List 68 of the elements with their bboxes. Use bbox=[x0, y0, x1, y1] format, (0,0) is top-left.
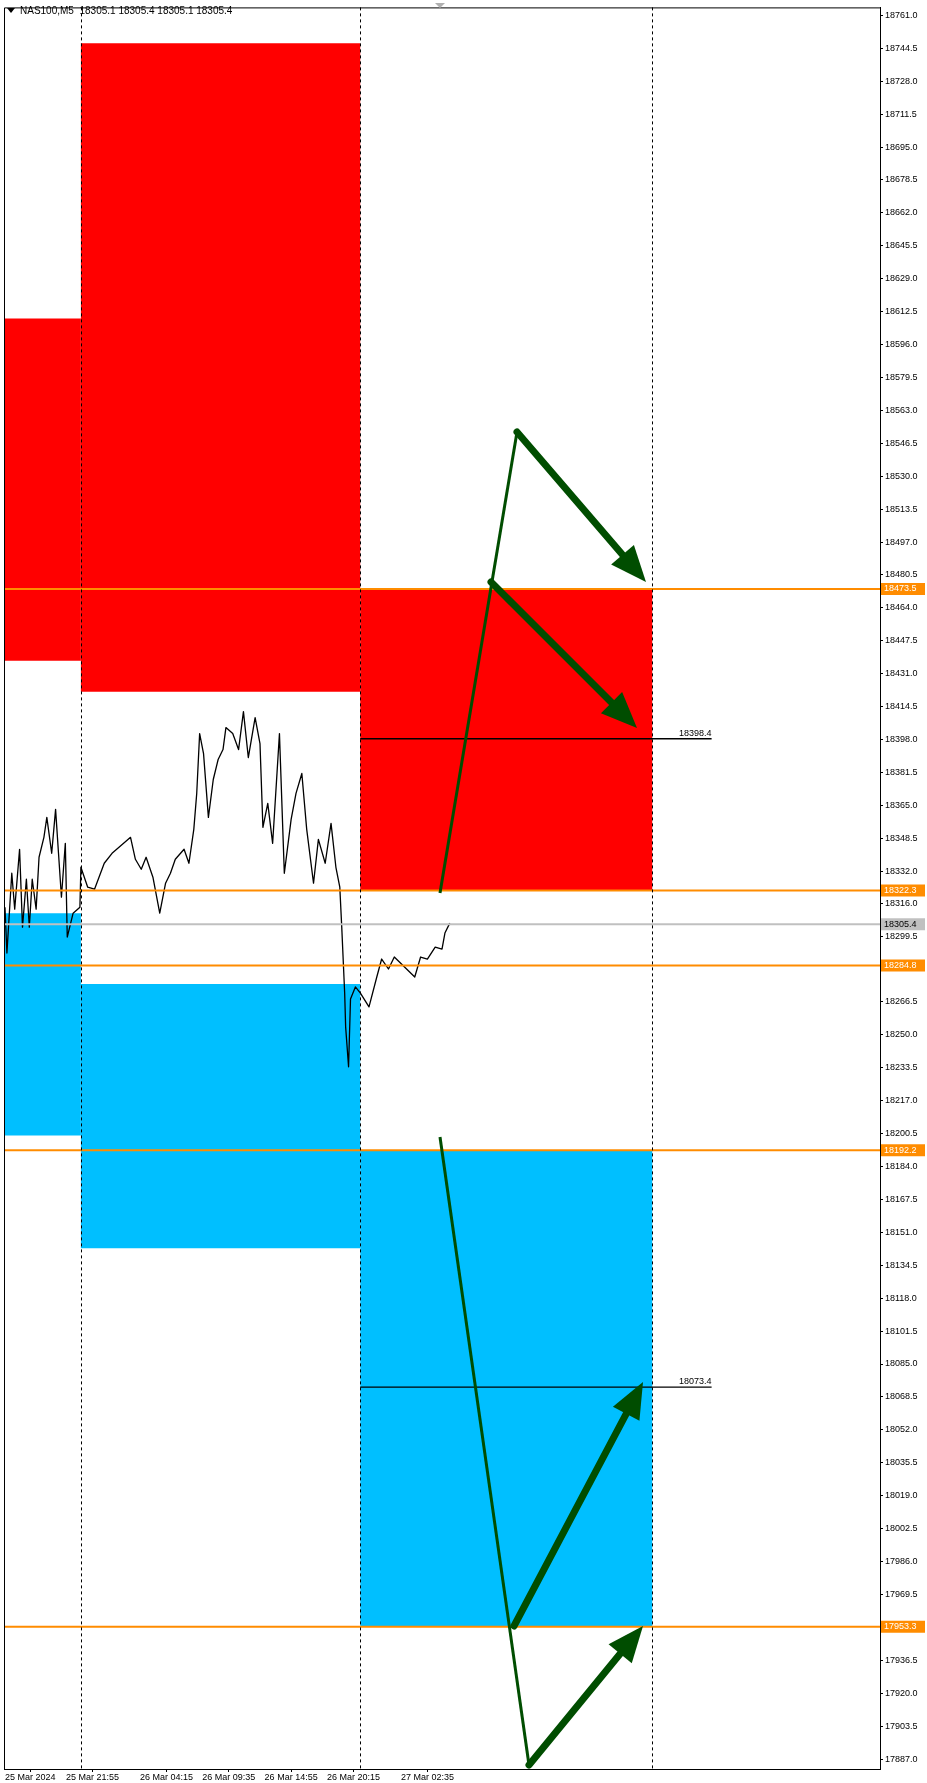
ref-line-label: 18473.5 bbox=[884, 583, 917, 594]
y-tick-label: 18431.0 bbox=[885, 668, 918, 679]
y-tick-label: 18761.0 bbox=[885, 9, 918, 20]
y-tick-label: 18167.5 bbox=[885, 1193, 918, 1204]
y-tick-label: 18563.0 bbox=[885, 404, 918, 415]
annotation: 18073.4 bbox=[679, 1376, 712, 1387]
y-tick-label: 18645.5 bbox=[885, 240, 918, 251]
y-tick-label: 18118.0 bbox=[885, 1292, 917, 1303]
y-tick-label: 18629.0 bbox=[885, 273, 918, 284]
annotation: 18398.4 bbox=[679, 727, 712, 738]
y-tick-label: 18728.0 bbox=[885, 75, 918, 86]
y-tick-label: 18332.0 bbox=[885, 865, 918, 876]
y-tick-label: 17920.0 bbox=[885, 1687, 918, 1698]
y-tick-label: 18447.5 bbox=[885, 635, 918, 646]
y-tick-label: 18480.5 bbox=[885, 569, 918, 580]
ref-line-label: 18192.2 bbox=[884, 1144, 917, 1155]
y-tick-label: 18464.0 bbox=[885, 602, 918, 613]
y-tick-label: 18151.0 bbox=[885, 1226, 918, 1237]
y-tick-label: 18414.5 bbox=[885, 701, 918, 712]
y-tick-label: 18546.5 bbox=[885, 437, 918, 448]
y-tick-label: 18266.5 bbox=[885, 996, 918, 1007]
y-tick-label: 18002.5 bbox=[885, 1523, 918, 1534]
x-tick-label: 25 Mar 2024 bbox=[5, 1771, 56, 1782]
y-tick-label: 18530.0 bbox=[885, 470, 918, 481]
y-tick-label: 17903.5 bbox=[885, 1720, 918, 1731]
y-tick-label: 18019.0 bbox=[885, 1490, 918, 1501]
y-tick-label: 18052.0 bbox=[885, 1424, 918, 1435]
x-tick-label: 26 Mar 20:15 bbox=[326, 1771, 380, 1782]
y-tick-label: 18250.0 bbox=[885, 1029, 918, 1040]
y-tick-label: 18497.0 bbox=[885, 536, 918, 547]
y-tick-label: 18711.5 bbox=[885, 108, 917, 119]
y-tick-label: 18612.5 bbox=[885, 306, 918, 317]
ref-line-label: 17953.3 bbox=[884, 1621, 917, 1632]
x-tick-label: 26 Mar 04:15 bbox=[140, 1771, 194, 1782]
y-tick-label: 18513.5 bbox=[885, 503, 918, 514]
y-tick-label: 18744.5 bbox=[885, 42, 918, 53]
x-tick-label: 25 Mar 21:55 bbox=[66, 1771, 120, 1782]
y-tick-label: 18085.0 bbox=[885, 1358, 918, 1369]
y-tick-label: 18316.0 bbox=[885, 897, 918, 908]
y-tick-label: 18579.5 bbox=[885, 371, 918, 382]
y-tick-label: 18662.0 bbox=[885, 207, 918, 218]
y-tick-label: 18200.5 bbox=[885, 1128, 918, 1139]
chart-title: NAS100,M5 18305.1 18305.4 18305.1 18305.4 bbox=[20, 4, 233, 16]
y-tick-label: 18299.5 bbox=[885, 930, 918, 941]
y-tick-label: 18035.5 bbox=[885, 1457, 918, 1468]
y-tick-label: 18398.0 bbox=[885, 734, 918, 745]
y-tick-label: 18068.5 bbox=[885, 1391, 918, 1402]
y-tick-label: 18678.5 bbox=[885, 174, 918, 185]
x-tick-label: 27 Mar 02:35 bbox=[400, 1771, 454, 1782]
y-tick-label: 18184.0 bbox=[885, 1160, 918, 1171]
x-tick-label: 26 Mar 09:35 bbox=[202, 1771, 256, 1782]
ref-line-label: 18305.4 bbox=[884, 918, 917, 929]
y-tick-label: 18695.0 bbox=[885, 141, 918, 152]
y-tick-label: 17887.0 bbox=[885, 1753, 918, 1764]
y-tick-label: 18348.5 bbox=[885, 832, 918, 843]
y-tick-label: 18101.5 bbox=[885, 1325, 918, 1336]
y-tick-label: 18134.5 bbox=[885, 1259, 918, 1270]
ref-line-label: 18322.3 bbox=[884, 885, 917, 896]
x-tick-label: 26 Mar 14:55 bbox=[264, 1771, 318, 1782]
y-tick-label: 18596.0 bbox=[885, 339, 918, 350]
y-tick-label: 18233.5 bbox=[885, 1062, 918, 1073]
y-tick-label: 18217.0 bbox=[885, 1095, 918, 1106]
y-tick-label: 18381.5 bbox=[885, 766, 918, 777]
y-tick-label: 17936.5 bbox=[885, 1654, 918, 1665]
y-tick-label: 17986.0 bbox=[885, 1556, 918, 1566]
y-tick-label: 18365.0 bbox=[885, 799, 918, 810]
ref-line-label: 18284.8 bbox=[884, 959, 917, 970]
y-tick-label: 17969.5 bbox=[885, 1588, 918, 1599]
